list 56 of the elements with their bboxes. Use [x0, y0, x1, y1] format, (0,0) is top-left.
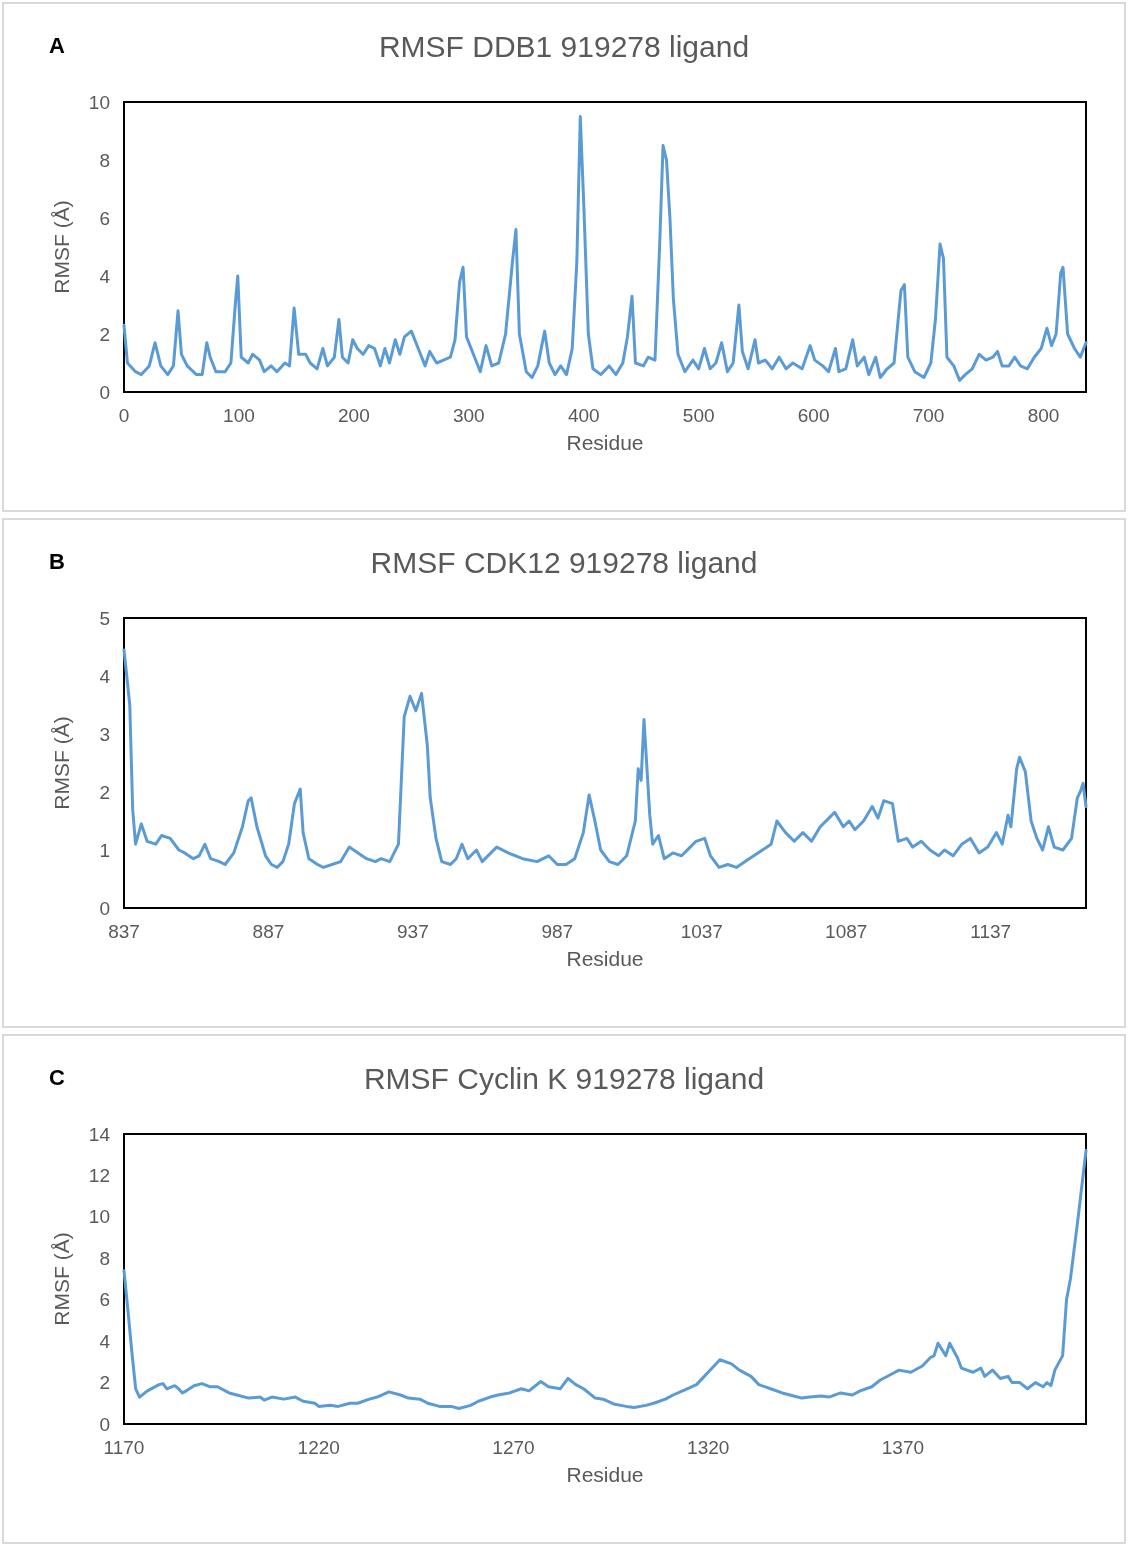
- line-series: [122, 648, 1088, 869]
- y-tick-label: 14: [88, 1123, 111, 1145]
- y-tick-label: 0: [99, 1413, 110, 1435]
- x-tick-label: 1220: [297, 1437, 340, 1458]
- chart-title: RMSF Cyclin K 919278 ligand: [363, 1061, 765, 1095]
- y-tick-label: 4: [99, 265, 111, 287]
- x-tick-label: 837: [108, 921, 140, 942]
- x-tick-label: 1270: [492, 1437, 535, 1458]
- chart-title: RMSF CDK12 919278 ligand: [370, 545, 758, 579]
- x-tick-label: 887: [252, 921, 285, 942]
- y-tick-label: 0: [99, 897, 110, 919]
- x-tick-label: 800: [1027, 405, 1060, 426]
- line-series: [122, 115, 1088, 382]
- x-axis-title: Residue: [566, 947, 644, 970]
- y-tick-label: 10: [88, 1206, 110, 1228]
- x-tick-label: 700: [912, 405, 945, 426]
- x-tick-label: 1320: [687, 1437, 730, 1458]
- x-tick-label: 987: [541, 921, 574, 942]
- y-tick-label: 4: [99, 665, 111, 687]
- x-tick-label: 1087: [825, 921, 868, 942]
- x-tick-label: 200: [338, 405, 370, 426]
- x-tick-label: 1370: [881, 1437, 925, 1458]
- x-tick-label: 1137: [970, 921, 1012, 942]
- x-axis-title: Residue: [566, 431, 644, 454]
- y-tick-label: 10: [88, 91, 110, 113]
- y-tick-label: 12: [88, 1164, 110, 1186]
- x-tick-label: 100: [223, 405, 255, 426]
- x-tick-label: 300: [452, 405, 485, 426]
- y-tick-label: 5: [99, 607, 110, 629]
- x-tick-label: 500: [682, 405, 715, 426]
- y-tick-label: 6: [99, 207, 110, 229]
- text: C: [49, 1064, 65, 1090]
- y-tick-label: 8: [99, 149, 110, 171]
- line-series: [122, 1149, 1088, 1410]
- y-tick-label: 4: [99, 1330, 111, 1352]
- y-axis-title: RMSF (Å): [50, 200, 73, 294]
- y-axis-title: RMSF (Å): [50, 716, 73, 810]
- x-tick-label: 937: [397, 921, 429, 942]
- x-tick-label: 600: [797, 405, 830, 426]
- y-tick-label: 8: [99, 1247, 110, 1269]
- text: B: [49, 548, 65, 574]
- y-tick-label: 0: [99, 381, 110, 403]
- y-tick-label: 6: [99, 1289, 110, 1311]
- y-tick-label: 2: [99, 323, 110, 345]
- y-tick-label: 3: [99, 723, 110, 745]
- x-tick-label: 400: [567, 405, 600, 426]
- x-tick-label: 1170: [103, 1437, 145, 1458]
- y-tick-label: 2: [99, 781, 110, 803]
- x-tick-label: 0: [118, 405, 130, 426]
- text: A: [49, 32, 65, 58]
- y-tick-label: 1: [99, 839, 110, 861]
- y-axis-title: RMSF (Å): [50, 1232, 73, 1326]
- x-axis-title: Residue: [566, 1463, 644, 1486]
- chart-title: RMSF DDB1 919278 ligand: [378, 29, 750, 63]
- x-tick-label: 1037: [680, 921, 723, 942]
- y-tick-label: 2: [99, 1372, 110, 1394]
